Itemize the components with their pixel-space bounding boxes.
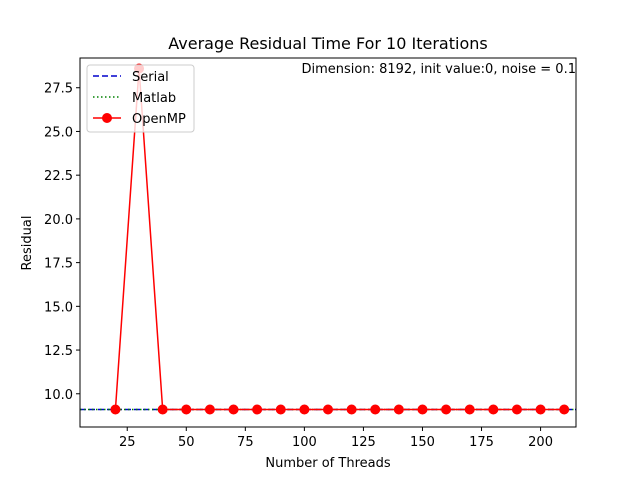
- x-tick-label: 125: [351, 435, 376, 450]
- series-point-openmp: [511, 404, 522, 415]
- series-point-openmp: [488, 404, 499, 415]
- y-tick-label: 15.0: [44, 300, 73, 315]
- series-point-openmp: [299, 404, 310, 415]
- y-tick-label: 12.5: [44, 344, 73, 359]
- plot-layer: [80, 63, 576, 415]
- legend-label-matlab: Matlab: [132, 91, 176, 106]
- series-point-openmp: [370, 404, 381, 415]
- series-point-openmp: [559, 404, 570, 415]
- series-point-openmp: [393, 404, 404, 415]
- plot-frame: [79, 57, 577, 428]
- legend-label-serial: Serial: [132, 70, 169, 85]
- x-tick-label: 175: [469, 435, 494, 450]
- series-point-openmp: [464, 404, 475, 415]
- y-axis: 10.0 12.5 15.0 17.5 20.0 22.5 25.0 27.5: [44, 82, 80, 403]
- x-axis-title: Number of Threads: [265, 456, 390, 471]
- x-tick-label: 150: [410, 435, 435, 450]
- chart-title: Average Residual Time For 10 Iterations: [168, 34, 487, 53]
- x-tick-label: 25: [119, 435, 136, 450]
- series-point-openmp: [181, 404, 192, 415]
- x-tick-label: 75: [237, 435, 254, 450]
- series-point-openmp: [346, 404, 357, 415]
- series-point-openmp: [535, 404, 546, 415]
- legend-box: [86, 64, 195, 133]
- series-point-openmp: [417, 404, 428, 415]
- legend-label-openmp: OpenMP: [132, 112, 186, 127]
- series-point-openmp: [275, 404, 286, 415]
- y-tick-label: 22.5: [44, 169, 73, 184]
- x-tick-label: 200: [528, 435, 553, 450]
- series-point-openmp: [252, 404, 263, 415]
- y-tick-label: 25.0: [44, 125, 73, 140]
- series-point-openmp: [110, 404, 121, 415]
- chart-annotation: Dimension: 8192, init value:0, noise = 0…: [302, 62, 577, 77]
- x-tick-label: 50: [178, 435, 195, 450]
- legend: Serial Matlab OpenMP: [86, 64, 195, 133]
- series-point-openmp: [228, 404, 239, 415]
- legend-marker-openmp: [102, 113, 112, 123]
- series-point-openmp: [157, 404, 168, 415]
- y-tick-label: 10.0: [44, 388, 73, 403]
- y-tick-label: 17.5: [44, 257, 73, 272]
- x-tick-label: 100: [292, 435, 317, 450]
- x-axis: 25 50 75 100 125 150 175 200: [119, 427, 553, 450]
- series-point-openmp: [204, 404, 215, 415]
- y-tick-label: 20.0: [44, 213, 73, 228]
- series-point-openmp: [323, 404, 333, 415]
- series-point-openmp: [441, 404, 452, 415]
- y-tick-label: 27.5: [44, 82, 73, 97]
- y-axis-title: Residual: [20, 216, 35, 271]
